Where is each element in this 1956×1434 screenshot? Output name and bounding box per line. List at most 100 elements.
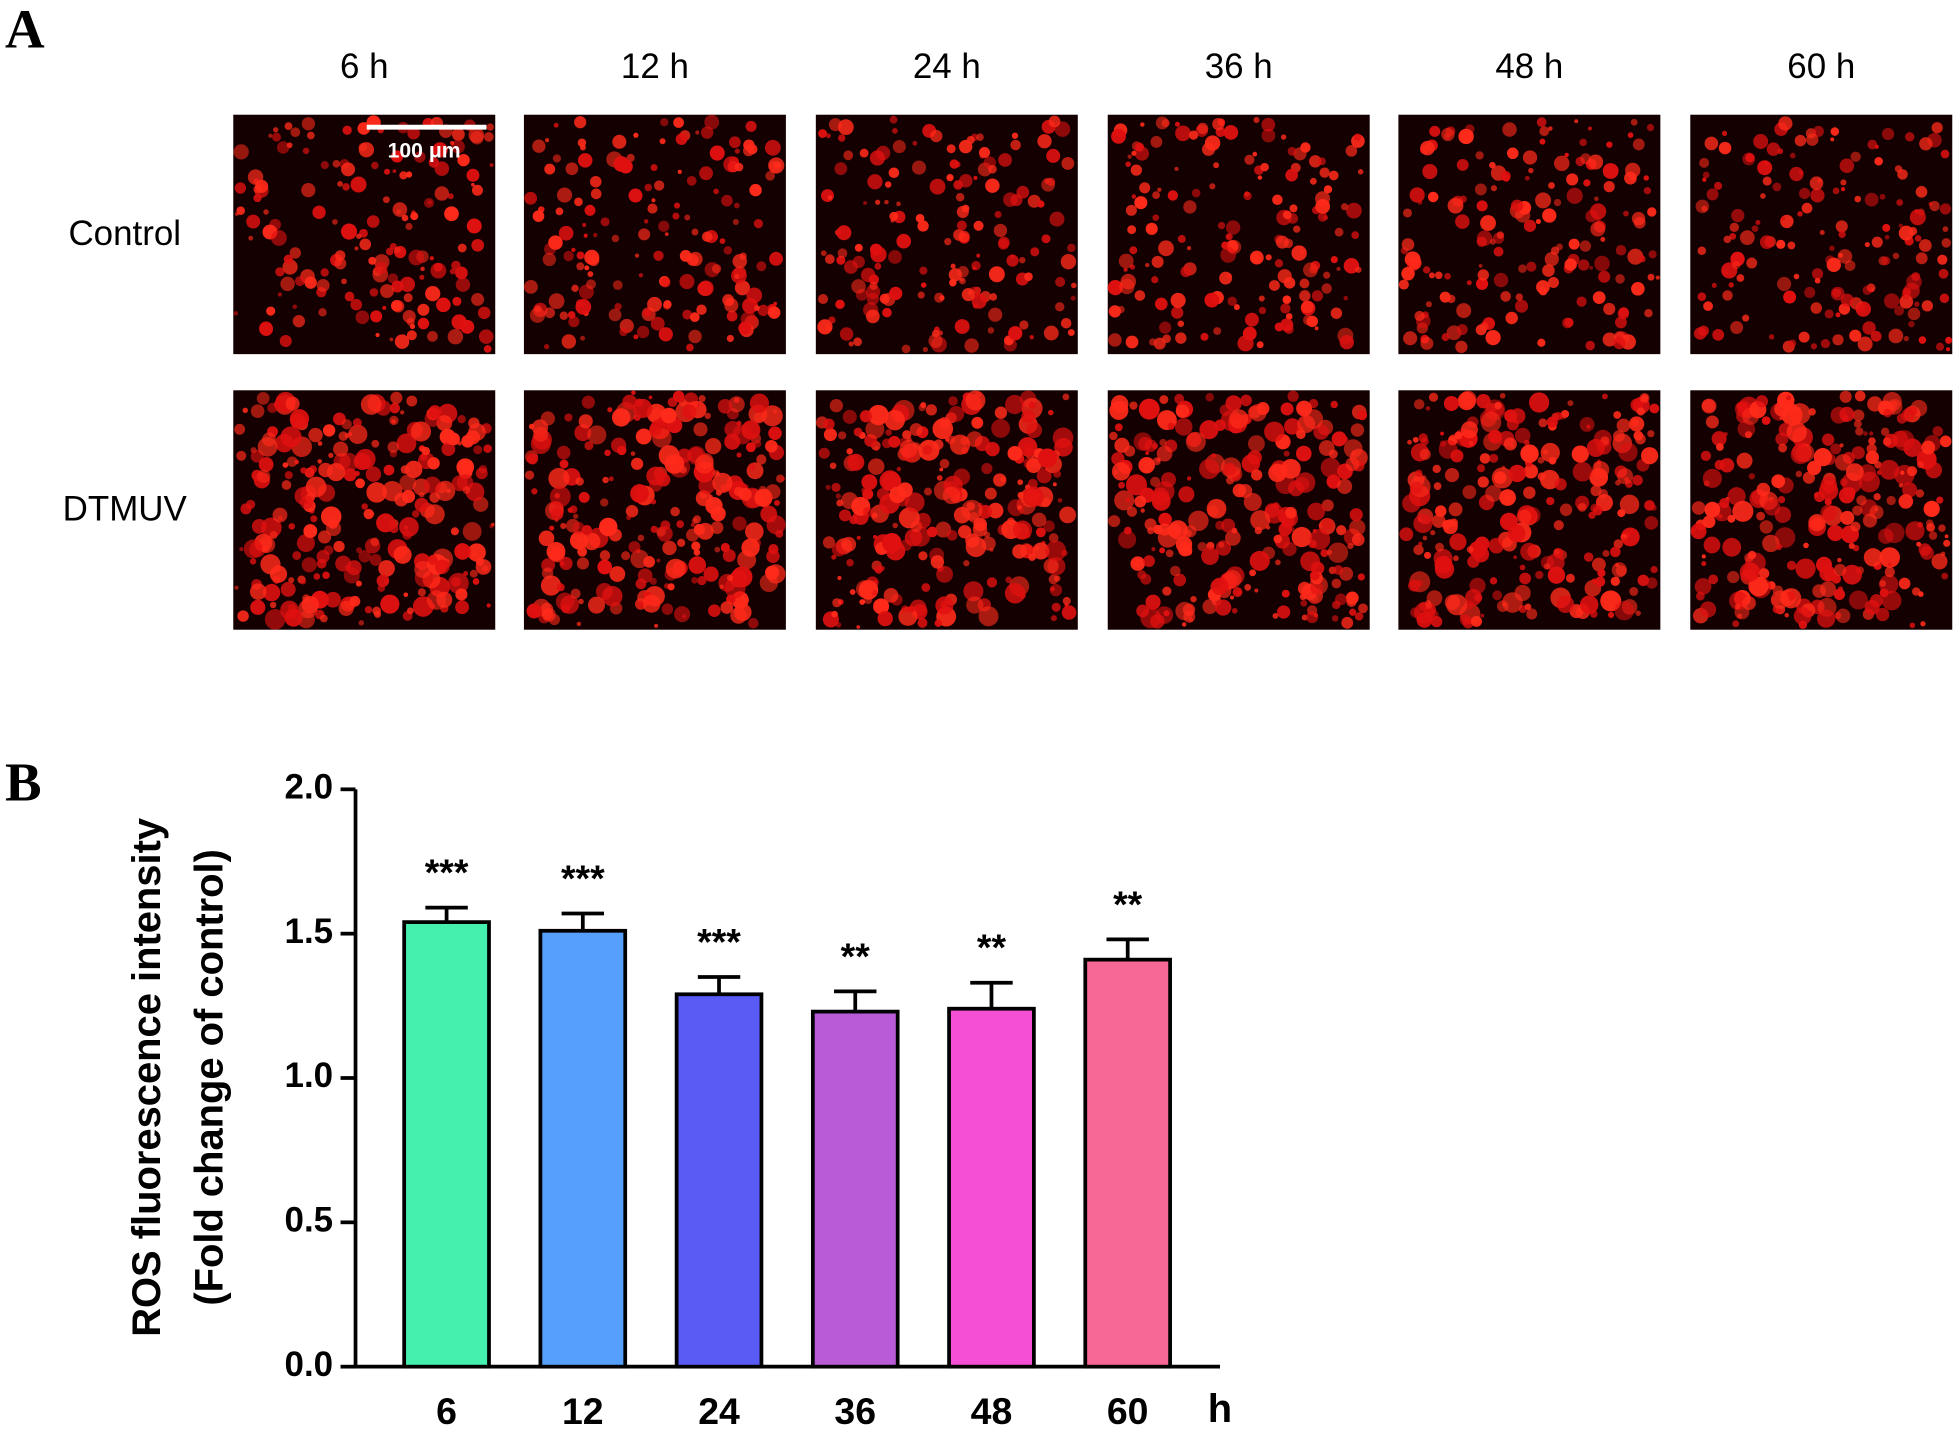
- cell: [1837, 557, 1842, 563]
- cell: [390, 299, 403, 312]
- cell: [1916, 541, 1922, 547]
- cell: [656, 558, 661, 563]
- cell: [466, 218, 482, 234]
- cell: [1154, 297, 1168, 311]
- cell: [650, 164, 658, 172]
- cell: [563, 250, 574, 262]
- cell: [1514, 427, 1531, 444]
- cell: [834, 162, 848, 175]
- cell: [1131, 150, 1137, 156]
- cell: [305, 476, 327, 498]
- cell: [1731, 208, 1745, 223]
- cell: [1810, 302, 1823, 314]
- cell: [269, 565, 288, 583]
- cell: [1004, 583, 1026, 604]
- cell: [1768, 334, 1775, 340]
- cell: [564, 413, 573, 422]
- cell: [1594, 255, 1610, 272]
- cell: [968, 512, 980, 523]
- cell: [884, 199, 889, 205]
- cell: [458, 317, 466, 324]
- cell: [1293, 225, 1301, 233]
- cell: [1783, 290, 1797, 304]
- cell: [1475, 324, 1487, 336]
- cell: [1492, 590, 1503, 601]
- cell: [1402, 208, 1412, 218]
- cell: [545, 138, 550, 143]
- cell: [567, 311, 576, 319]
- cell: [483, 444, 492, 453]
- cell: [583, 233, 588, 238]
- cell: [1717, 513, 1723, 519]
- cell: [719, 238, 726, 244]
- cell: [838, 134, 846, 142]
- cell: [546, 542, 566, 561]
- cell: [889, 115, 898, 124]
- cell: [586, 279, 596, 290]
- cell: [944, 238, 952, 246]
- cell: [688, 556, 707, 574]
- column-label: 12 h: [621, 47, 689, 86]
- cell: [590, 175, 602, 188]
- cell: [1790, 444, 1811, 465]
- cell: [1529, 392, 1550, 413]
- cell: [360, 394, 382, 415]
- cell: [1175, 332, 1187, 344]
- cell: [1269, 280, 1280, 291]
- cell: [417, 317, 430, 330]
- cell: [1423, 551, 1432, 559]
- cell: [904, 492, 925, 513]
- cell: [1479, 453, 1491, 464]
- cell: [276, 141, 290, 154]
- cell: [1157, 187, 1162, 192]
- cell: [696, 304, 707, 315]
- cell: [1466, 546, 1474, 553]
- cell: [1595, 576, 1606, 587]
- cell: [447, 432, 460, 446]
- cell: [608, 308, 622, 322]
- cell: [284, 471, 293, 480]
- cell: [1037, 134, 1052, 149]
- cell: [728, 396, 745, 413]
- cell: [323, 545, 334, 555]
- cell: [825, 484, 831, 490]
- cell: [1253, 116, 1260, 124]
- cell: [936, 475, 943, 481]
- cell: [993, 473, 1007, 487]
- cell: [1588, 154, 1604, 170]
- cell: [1422, 163, 1438, 180]
- cell: [862, 488, 874, 500]
- cell: [234, 585, 239, 590]
- cell: [727, 574, 734, 582]
- cell: [1273, 534, 1283, 544]
- cell: [984, 487, 997, 500]
- cell: [1925, 461, 1943, 479]
- cell: [576, 262, 585, 271]
- cell: [1433, 482, 1442, 491]
- cell: [1644, 516, 1659, 530]
- cell: [780, 476, 785, 481]
- cell: [1935, 342, 1945, 351]
- cell: [344, 564, 352, 571]
- cell: [1576, 296, 1587, 307]
- cell: [963, 581, 984, 602]
- cell: [587, 271, 594, 278]
- cell: [1213, 327, 1222, 335]
- cell: [1650, 565, 1658, 574]
- cell: [824, 254, 835, 265]
- cell: [1704, 501, 1721, 518]
- cell: [1770, 590, 1790, 610]
- cell: [1884, 293, 1900, 309]
- cell: [1638, 255, 1646, 263]
- cell: [1536, 280, 1550, 294]
- cell: [1011, 132, 1019, 139]
- cell: [1881, 127, 1895, 141]
- cell: [339, 452, 359, 472]
- cell: [697, 576, 707, 586]
- cell: [1229, 409, 1249, 429]
- cell: [414, 151, 426, 163]
- cell: [679, 274, 695, 290]
- cell: [675, 133, 688, 145]
- cell: [934, 619, 942, 627]
- cell: [1139, 182, 1151, 194]
